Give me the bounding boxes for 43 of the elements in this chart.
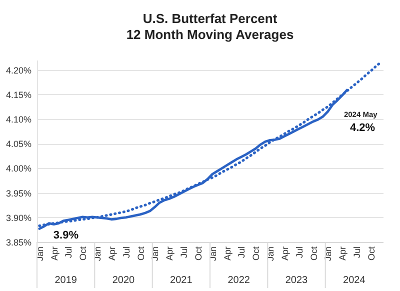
x-tick-label: Jan: [34, 246, 45, 262]
text: 2021: [170, 275, 193, 286]
x-tick-label: Oct: [251, 246, 262, 261]
y-tick-label: 3.90%: [6, 212, 32, 223]
x-tick-label: Jan: [150, 246, 160, 262]
text: 2024: [343, 275, 366, 286]
y-tick-label: 4.20%: [6, 65, 32, 76]
x-tick-label: Jan: [208, 246, 218, 262]
chart-title: U.S. Butterfat Percent: [142, 11, 278, 26]
x-tick-label: Jul: [64, 246, 74, 258]
text: 2020: [112, 275, 136, 286]
x-tick-label: Oct: [308, 246, 319, 261]
x-tick-label: Apr: [49, 246, 60, 261]
data-label: 4.2%: [350, 122, 376, 134]
x-tick-label: Jul: [236, 246, 247, 258]
y-tick-label: 4.15%: [6, 90, 32, 100]
y-tick-label: 4.00%: [6, 164, 32, 174]
x-tick-label: Jan: [266, 246, 276, 262]
y-tick-label: 4.10%: [6, 114, 32, 125]
x-tick-label: Jul: [121, 246, 132, 258]
x-tick-label: Jul: [352, 246, 362, 258]
x-tick-label: Jan: [92, 246, 103, 262]
x-tick-label: Apr: [338, 246, 348, 261]
x-tick-label: Oct: [366, 246, 376, 261]
x-tick-label: Jan: [323, 246, 334, 262]
x-tick-label: Jul: [294, 246, 304, 258]
y-tick-label: 4.05%: [6, 139, 32, 150]
y-tick-label: 3.95%: [6, 188, 32, 198]
chart-subtitle: 12 Month Moving Averages: [126, 27, 294, 42]
text: 2023: [285, 275, 308, 286]
y-tick-label: 3.85%: [6, 238, 32, 248]
text: 2022: [228, 275, 250, 286]
x-tick-label: Jul: [179, 246, 190, 258]
x-tick-label: Apr: [106, 246, 117, 261]
x-tick-label: Oct: [78, 246, 88, 261]
x-tick-label: Apr: [222, 246, 232, 261]
data-label: 3.9%: [53, 230, 79, 242]
x-tick-label: Oct: [193, 246, 204, 261]
x-tick-label: Apr: [164, 246, 175, 261]
line-series: [38, 61, 382, 228]
text: 2019: [54, 275, 78, 286]
x-tick-label: Oct: [136, 246, 146, 261]
x-tick-label: Apr: [280, 246, 290, 261]
